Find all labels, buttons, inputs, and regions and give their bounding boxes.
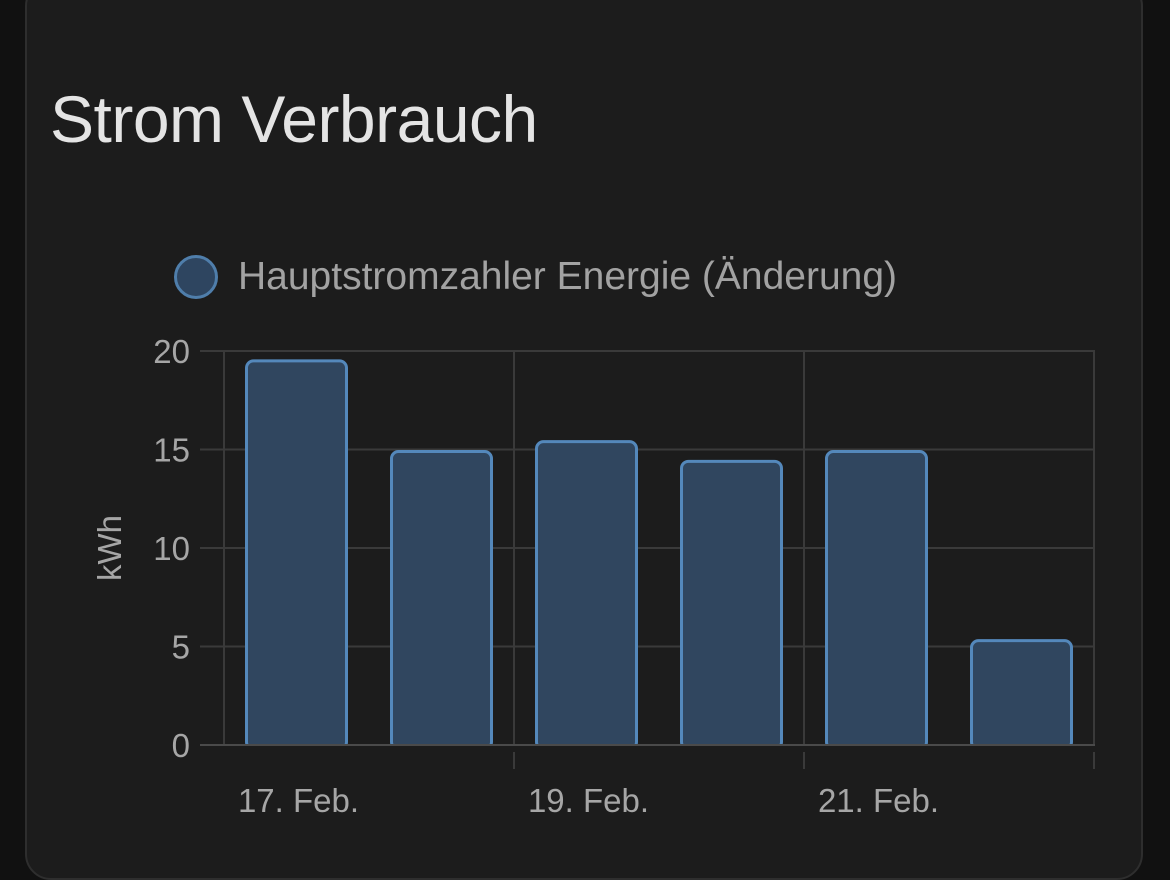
legend-swatch-icon	[174, 255, 218, 299]
chart-legend[interactable]: Hauptstromzahler Energie (Änderung)	[174, 252, 897, 302]
y-axis-ticks: 0 5 10 15 20	[153, 333, 190, 764]
bar-22-feb[interactable]	[970, 639, 1073, 751]
bar-19-feb[interactable]	[535, 440, 638, 751]
x-tick-label: 17. Feb.	[238, 782, 359, 819]
y-tick-label: 15	[153, 432, 190, 469]
card-title: Strom Verbrauch	[50, 82, 538, 156]
legend-label: Hauptstromzahler Energie (Änderung)	[238, 255, 898, 298]
y-tick-label: 0	[172, 727, 190, 764]
y-tick-label: 10	[153, 530, 190, 567]
bar-18-feb[interactable]	[390, 449, 493, 751]
bar-20-feb[interactable]	[680, 459, 783, 751]
bar-21-feb[interactable]	[825, 449, 928, 751]
y-axis-title: kWh	[91, 515, 128, 581]
x-tick-label: 21. Feb.	[818, 782, 939, 819]
chart-bars	[224, 359, 1095, 752]
y-tick-label: 20	[153, 333, 190, 370]
x-tick-label: 19. Feb.	[528, 782, 649, 819]
x-axis-ticks: 17. Feb. 19. Feb. 21. Feb.	[238, 782, 939, 819]
y-tick-label: 5	[172, 629, 190, 666]
bar-base-mask	[224, 746, 1095, 752]
bar-17-feb[interactable]	[245, 359, 348, 751]
